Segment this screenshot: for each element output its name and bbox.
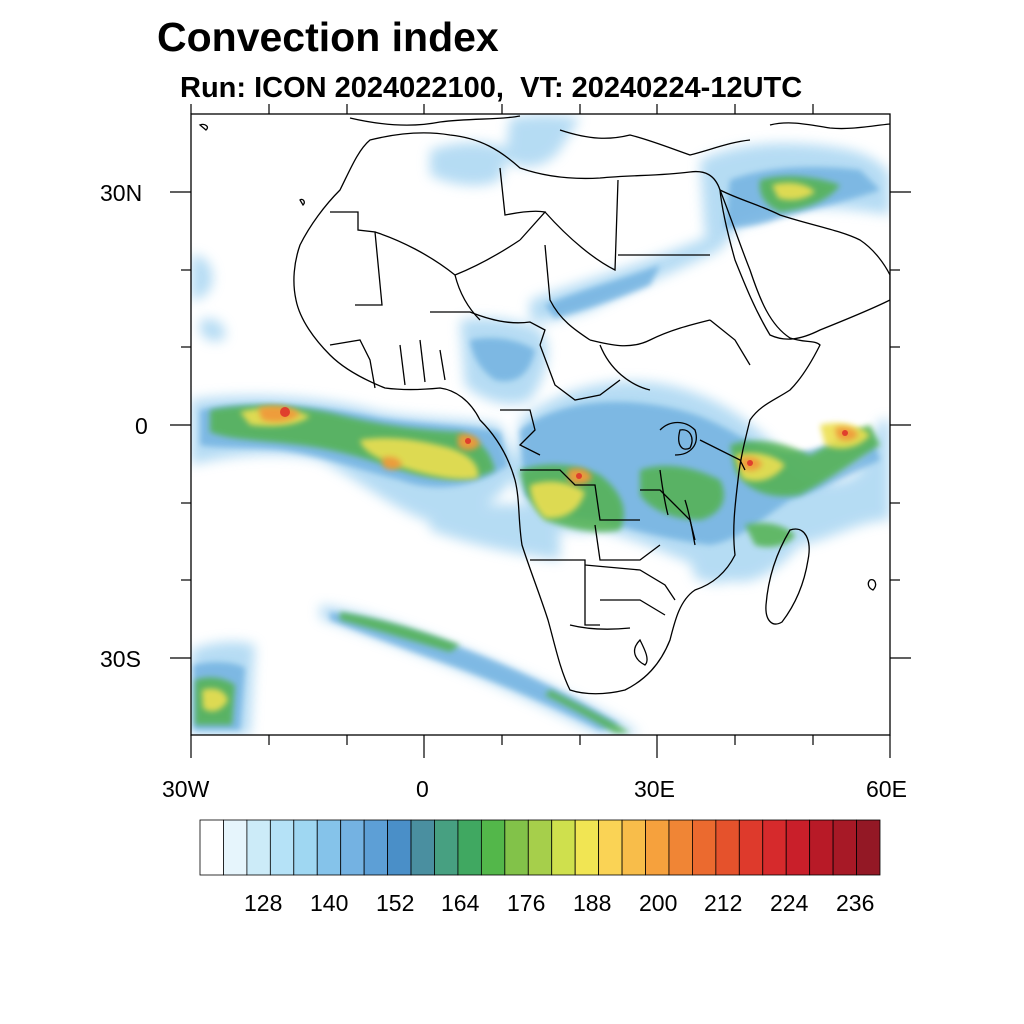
colorbar-swatch — [785, 819, 811, 876]
convection-field — [191, 115, 890, 735]
colorbar-label: 188 — [573, 890, 612, 916]
colorbar-swatch — [762, 819, 787, 876]
colorbar-label: 212 — [704, 890, 743, 916]
colorbar-swatch — [551, 819, 576, 876]
colorbar-label: 140 — [310, 890, 349, 916]
colorbar-label: 224 — [770, 890, 809, 916]
colorbar-swatch — [457, 819, 482, 876]
colorbar-swatch — [832, 819, 857, 876]
lon-label-30e: 30E — [634, 776, 675, 802]
colorbar-swatch — [598, 819, 623, 876]
colorbar-swatch — [293, 819, 318, 876]
colorbar-swatch — [527, 819, 553, 876]
lon-label-0: 0 — [416, 776, 429, 802]
colorbar-label: 200 — [639, 890, 678, 916]
lon-label-30w: 30W — [162, 776, 210, 802]
colorbar-swatch — [504, 819, 529, 876]
colorbar-swatch — [363, 819, 388, 876]
colorbar-label: 128 — [244, 890, 283, 916]
colorbar-swatch — [316, 819, 342, 876]
colorbar-swatch — [246, 819, 271, 876]
colorbar-swatch — [621, 819, 646, 876]
colorbar-label: 176 — [507, 890, 546, 916]
map-subtitle: Run: ICON 2024022100, VT: 20240224-12UTC — [180, 72, 803, 104]
colorbar-label: 236 — [836, 890, 875, 916]
colorbar-label: 164 — [441, 890, 480, 916]
colorbar-swatch — [645, 819, 670, 876]
lat-label-30s: 30S — [100, 646, 141, 672]
lat-label-30n: 30N — [100, 180, 143, 206]
colorbar-swatch — [410, 819, 435, 876]
country-borders — [198, 115, 890, 695]
colorbar-swatch — [223, 819, 248, 876]
colorbar-swatch — [434, 819, 459, 876]
colorbar-swatch — [574, 819, 600, 876]
colorbar-swatch — [340, 819, 365, 876]
colorbar-label: 152 — [376, 890, 415, 916]
colorbar-swatch — [692, 819, 717, 876]
colorbar-swatch — [668, 819, 693, 876]
colorbar-swatch — [199, 819, 224, 876]
colorbar-swatch — [269, 819, 295, 876]
colorbar-swatch — [387, 819, 412, 876]
colorbar-swatch — [856, 819, 881, 876]
map-title: Convection index — [157, 14, 499, 60]
colorbar-swatch — [480, 819, 506, 876]
axis-ticks — [170, 104, 911, 758]
colorbar — [199, 819, 881, 876]
lat-label-equator: 0 — [135, 413, 148, 439]
lon-label-60e: 60E — [866, 776, 907, 802]
colorbar-swatch — [809, 819, 834, 876]
colorbar-swatch — [738, 819, 764, 876]
colorbar-swatch — [715, 819, 740, 876]
